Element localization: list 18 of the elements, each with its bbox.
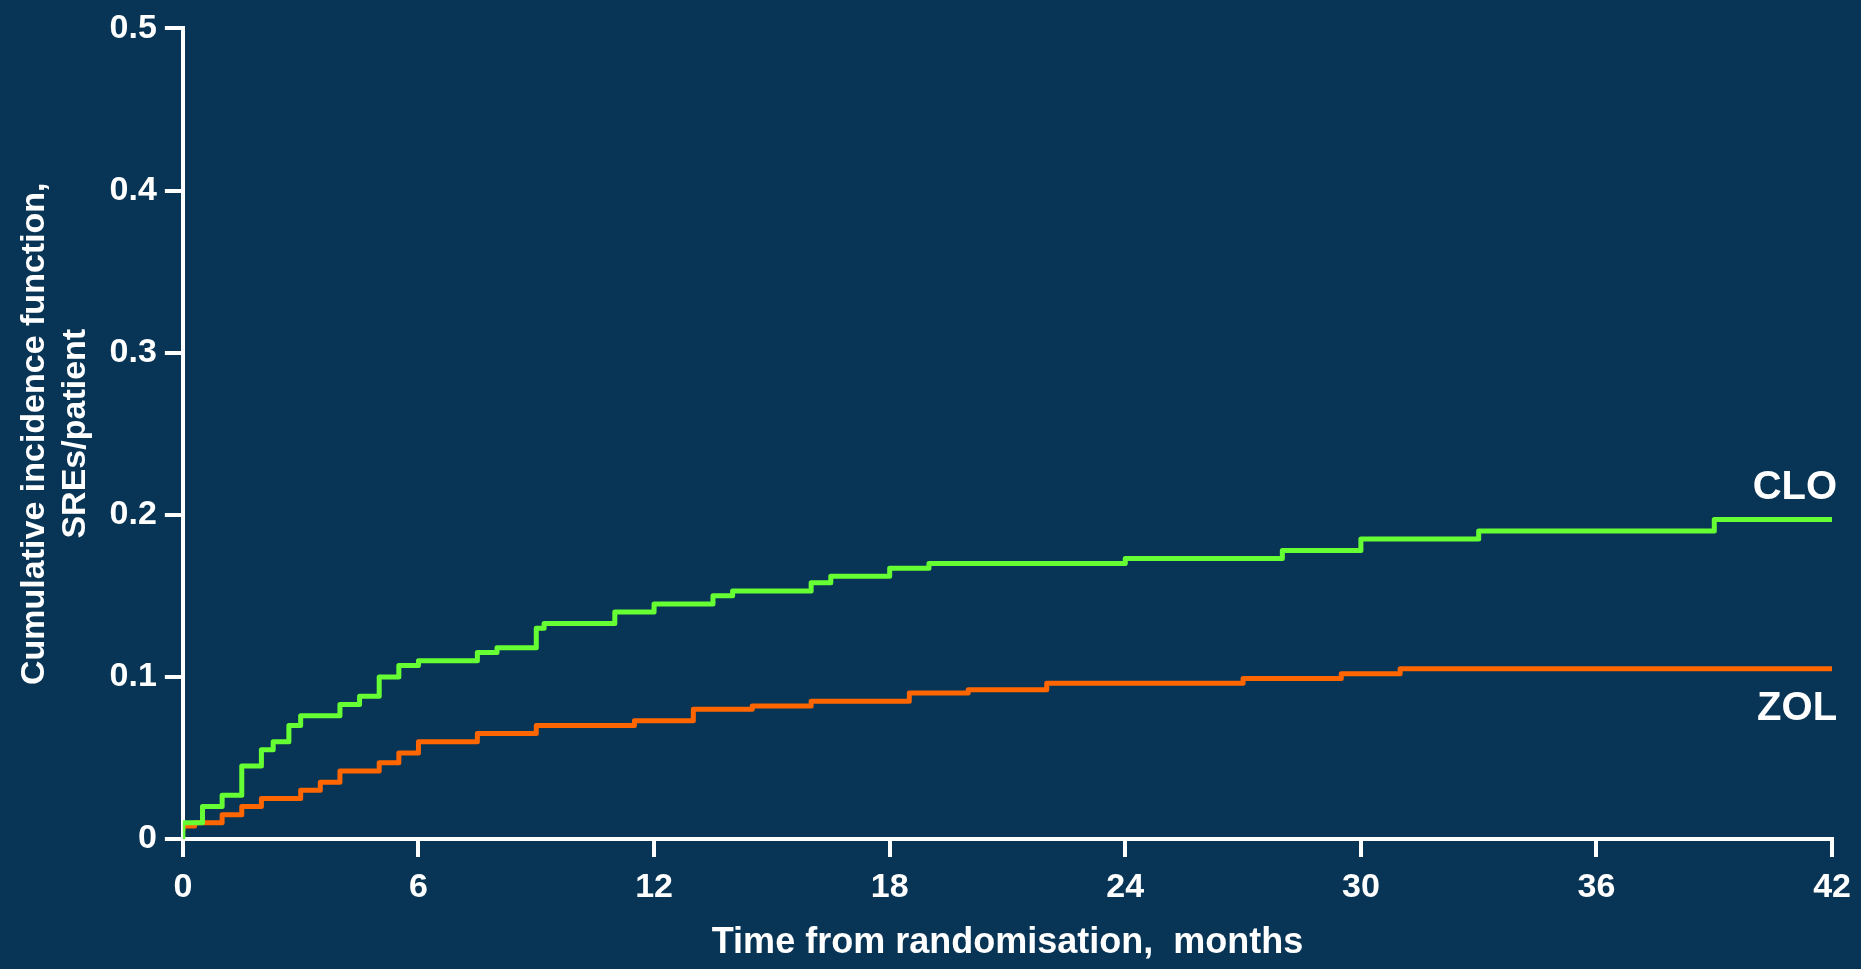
y-tick-label: 0.1 [109, 655, 157, 694]
x-axis-title: Time from randomisation, months [711, 920, 1304, 962]
series-label: ZOL [1757, 683, 1838, 728]
x-tick-label: 6 [409, 865, 428, 904]
x-tick-label: 0 [173, 865, 193, 904]
y-tick-label: 0.3 [109, 331, 157, 370]
x-tick-label: 30 [1341, 865, 1380, 904]
series-label: CLO [1752, 462, 1838, 507]
x-tick-label: 18 [870, 865, 909, 904]
x-tick-label: 36 [1577, 865, 1616, 904]
y-tick-label: 0.4 [109, 168, 157, 207]
y-tick-label: 0 [137, 817, 157, 856]
x-tick-label: 42 [1813, 865, 1851, 904]
x-tick-label: 24 [1106, 865, 1145, 904]
y-tick-label: 0.5 [109, 6, 157, 45]
y-axis-title: Cumulative incidence function, SREs/patient [12, 182, 92, 685]
x-tick-label: 12 [635, 865, 673, 904]
y-tick-label: 0.2 [109, 493, 157, 532]
